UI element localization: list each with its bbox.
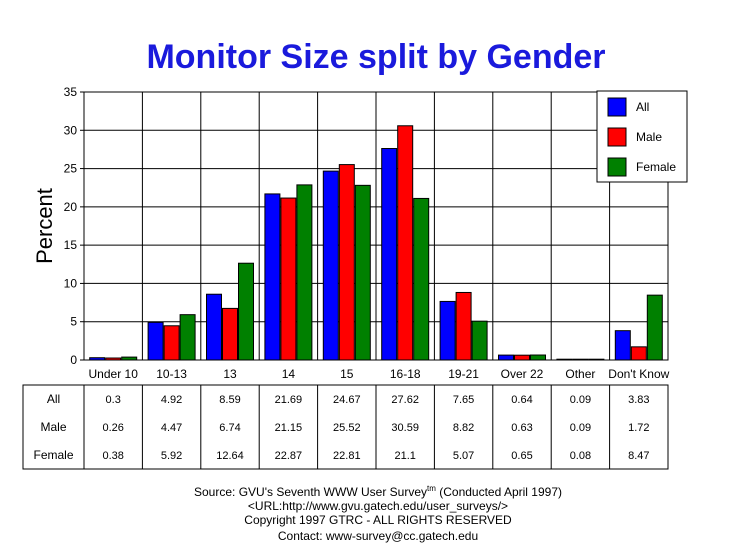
table-cell: 21.15 [275, 422, 303, 434]
table-cell: 25.52 [333, 422, 361, 434]
x-tick-label: 19-21 [448, 367, 479, 381]
table-cell: 0.65 [511, 450, 532, 462]
grid [84, 92, 668, 360]
footer-url: <URL:http://www.gvu.gatech.edu/user_surv… [248, 499, 508, 513]
bar-all [264, 193, 281, 361]
bar-female [238, 262, 254, 361]
x-tick-label: Over 22 [501, 367, 544, 381]
table-row-label: All [47, 392, 60, 406]
table-cell: 7.65 [453, 394, 474, 406]
table-cell: 5.92 [161, 450, 182, 462]
table-cell: 0.63 [511, 422, 532, 434]
plot-frame [83, 91, 669, 361]
footer-source: Source: GVU's Seventh WWW User Surveytm … [194, 484, 562, 499]
legend-label: Female [636, 160, 676, 174]
bar-male [630, 346, 647, 361]
x-tick-label: Under 10 [89, 367, 139, 381]
bar-male [397, 125, 414, 361]
x-tick-label: 13 [223, 367, 237, 381]
table-cell: 0.3 [106, 394, 121, 406]
table-cell: 8.59 [219, 394, 240, 406]
x-tick-label: 10-13 [156, 367, 187, 381]
table-cell: 21.1 [394, 450, 415, 462]
footer-source-superscript: tm [427, 484, 436, 493]
bar-male [163, 325, 180, 361]
bar-all [206, 293, 222, 361]
y-tick-label: 25 [64, 162, 78, 176]
table-cell: 0.26 [102, 422, 123, 434]
y-tick-label: 30 [64, 123, 78, 137]
y-tick-label: 0 [70, 353, 77, 367]
table-cell: 4.47 [161, 422, 182, 434]
bar-all [439, 300, 456, 361]
table-cell: 0.38 [102, 450, 123, 462]
table-cell: 5.07 [453, 450, 474, 462]
bar-all [614, 330, 631, 361]
bar-male [222, 307, 238, 361]
bar-male [338, 164, 355, 361]
bar-female [296, 184, 313, 361]
table-cell: 6.74 [219, 422, 240, 434]
bar-female [530, 354, 546, 361]
x-tick-label: 15 [340, 367, 354, 381]
y-ticks: 0 5 10 15 20 25 30 35 [64, 85, 84, 367]
y-tick-label: 10 [64, 276, 78, 290]
x-tick-label: 16-18 [390, 367, 421, 381]
table-row-label: Male [40, 420, 66, 434]
y-axis-label: Percent [32, 188, 57, 264]
table-cell: 0.09 [570, 422, 591, 434]
legend-label: Male [636, 130, 662, 144]
bar-female [179, 314, 196, 361]
table-cell: 3.83 [628, 394, 649, 406]
bar-female [354, 184, 371, 361]
table-cell: 24.67 [333, 394, 361, 406]
table-cell: 30.59 [391, 422, 419, 434]
bar-all [498, 354, 514, 361]
table-cell: 21.69 [275, 394, 303, 406]
y-tick-label: 35 [64, 85, 78, 99]
table-row-label: Female [33, 448, 73, 462]
bar-male [455, 291, 472, 361]
bar-female [646, 294, 663, 361]
table-cell: 27.62 [391, 394, 419, 406]
bar-all [322, 170, 339, 361]
footer-source-suffix: (Conducted April 1997) [436, 485, 562, 499]
x-tick-label: 14 [282, 367, 296, 381]
bar-male [280, 197, 297, 361]
table-cell: 8.82 [453, 422, 474, 434]
y-tick-label: 5 [70, 315, 77, 329]
table-cell: 0.08 [570, 450, 591, 462]
legend-swatch-all [607, 97, 627, 117]
chart-title: Monitor Size split by Gender [146, 38, 605, 76]
y-tick-label: 15 [64, 238, 78, 252]
y-tick-label: 20 [64, 200, 78, 214]
category-labels: Under 10 10-13 13 14 15 16-18 19-21 Over 22 Othe… [89, 367, 670, 381]
bar-male [514, 354, 530, 361]
table-cell: 0.64 [511, 394, 532, 406]
table-cell: 8.47 [628, 450, 649, 462]
table-cell: 0.09 [570, 394, 591, 406]
footer: Source: GVU's Seventh WWW User Surveytm … [194, 484, 562, 543]
x-tick-label: Don't Know [608, 367, 669, 381]
table-cell: 22.87 [275, 450, 303, 462]
x-tick-label: Other [565, 367, 595, 381]
bar-female [413, 197, 430, 361]
table-cell: 12.64 [216, 450, 244, 462]
table-cell: 1.72 [628, 422, 649, 434]
legend: All Male Female [596, 90, 688, 183]
bar-female [471, 320, 488, 361]
table-frame [22, 384, 669, 470]
data-table: All 0.3 4.92 8.59 21.69 24.67 27.62 7.65 0.64 0.0… [22, 384, 669, 470]
footer-copyright: Copyright 1997 GTRC - ALL RIGHTS RESERVE… [244, 513, 512, 527]
footer-contact: Contact: www-survey@cc.gatech.edu [278, 529, 478, 543]
legend-swatch-female [607, 157, 627, 177]
legend-label: All [636, 100, 649, 114]
table-cell: 22.81 [333, 450, 361, 462]
bar-all [381, 148, 398, 361]
footer-source-prefix: Source: GVU's Seventh WWW User Survey [194, 485, 427, 499]
legend-swatch-male [607, 127, 627, 147]
bar-all [147, 321, 164, 361]
table-cell: 4.92 [161, 394, 182, 406]
